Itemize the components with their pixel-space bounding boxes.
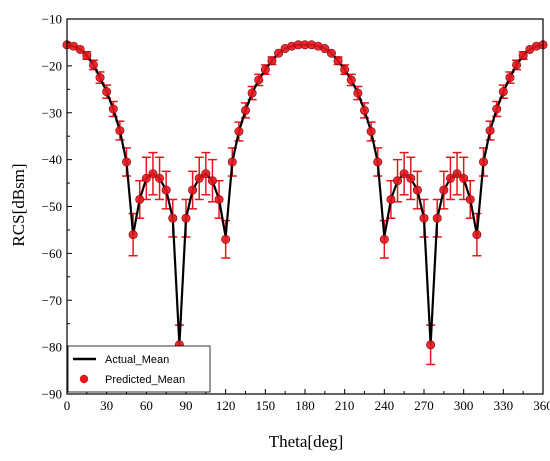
predicted-point xyxy=(366,127,376,137)
predicted-point xyxy=(419,213,429,223)
predicted-point xyxy=(260,65,270,75)
predicted-point xyxy=(472,230,482,240)
x-tick-label: 150 xyxy=(256,398,276,413)
predicted-point xyxy=(267,56,277,66)
y-tick-label: −40 xyxy=(42,152,62,167)
predicted-point xyxy=(399,169,409,179)
predicted-point xyxy=(221,234,231,244)
predicted-point xyxy=(102,87,112,97)
predicted-point xyxy=(379,234,389,244)
legend-box xyxy=(67,345,211,393)
actual-mean-path xyxy=(66,43,544,346)
x-tick-label: 240 xyxy=(375,398,395,413)
predicted-point xyxy=(241,105,251,115)
predicted-point xyxy=(201,169,211,179)
predicted-point xyxy=(346,75,356,85)
predicted-point xyxy=(512,60,522,70)
x-tick-label: 210 xyxy=(335,398,355,413)
predicted-mean-points xyxy=(62,40,548,350)
predicted-point xyxy=(412,185,422,195)
legend: Actual_Mean Predicted_Mean xyxy=(67,345,211,393)
predicted-point xyxy=(518,51,528,61)
predicted-point xyxy=(161,185,171,195)
x-tick-label: 0 xyxy=(64,398,71,413)
predicted-point xyxy=(234,127,244,137)
axes: 0 30 60 90 120 150 180 210 240 270 300 330 360 −10 −20… xyxy=(42,12,550,414)
predicted-point xyxy=(95,73,105,83)
predicted-point xyxy=(373,157,383,167)
predicted-point xyxy=(492,104,502,114)
predicted-point xyxy=(168,213,178,223)
predicted-point xyxy=(333,56,343,66)
predicted-point xyxy=(353,88,363,98)
predicted-point xyxy=(359,105,369,115)
x-tick-label: 300 xyxy=(454,398,474,413)
predicted-point xyxy=(465,194,475,204)
y-tick-label: −50 xyxy=(42,199,62,214)
predicted-point xyxy=(432,213,442,223)
legend-predicted-label: Predicted_Mean xyxy=(105,374,185,386)
y-tick-label: −60 xyxy=(42,246,62,261)
predicted-point xyxy=(141,173,151,183)
predicted-point xyxy=(340,65,350,75)
error-bars xyxy=(82,51,528,366)
predicted-point xyxy=(320,44,330,54)
predicted-point xyxy=(439,185,449,195)
predicted-point xyxy=(181,213,191,223)
y-tick-label: −80 xyxy=(42,340,62,355)
y-tick-label: −90 xyxy=(42,387,62,402)
predicted-point xyxy=(108,104,118,114)
predicted-point xyxy=(75,44,85,54)
legend-actual-label: Actual_Mean xyxy=(105,354,169,366)
x-tick-label: 180 xyxy=(295,398,315,413)
predicted-point xyxy=(207,176,217,186)
y-tick-label: −20 xyxy=(42,58,62,73)
predicted-point xyxy=(426,340,436,350)
predicted-point xyxy=(88,60,98,70)
predicted-point xyxy=(82,51,92,61)
predicted-point xyxy=(214,194,224,204)
y-tick-label: −30 xyxy=(42,105,62,120)
y-axis-title: RCS[dBsm] xyxy=(9,163,28,246)
predicted-point xyxy=(194,173,204,183)
actual-mean-line xyxy=(66,43,544,346)
predicted-point xyxy=(459,173,469,183)
x-axis-title: Theta[deg] xyxy=(269,432,344,451)
predicted-point xyxy=(128,230,138,240)
x-tick-label: 90 xyxy=(180,398,193,413)
predicted-point xyxy=(445,173,455,183)
predicted-point xyxy=(386,194,396,204)
x-tick-label: 30 xyxy=(100,398,113,413)
predicted-point xyxy=(406,173,416,183)
predicted-point xyxy=(393,176,403,186)
predicted-point xyxy=(122,157,132,167)
x-tick-label: 270 xyxy=(414,398,434,413)
y-tick-label: −10 xyxy=(42,12,62,27)
predicted-point xyxy=(452,169,462,179)
x-tick-label: 120 xyxy=(216,398,236,413)
predicted-point xyxy=(188,185,198,195)
predicted-point xyxy=(254,75,264,85)
y-tick-label: −70 xyxy=(42,293,62,308)
predicted-point xyxy=(478,157,488,167)
predicted-point xyxy=(247,88,257,98)
predicted-point xyxy=(115,126,125,136)
predicted-point xyxy=(485,126,495,136)
x-tick-label: 360 xyxy=(533,398,550,413)
predicted-point xyxy=(498,87,508,97)
predicted-point xyxy=(274,48,284,58)
predicted-point xyxy=(505,73,515,83)
x-tick-label: 330 xyxy=(494,398,514,413)
predicted-point xyxy=(135,194,145,204)
predicted-point xyxy=(155,173,165,183)
x-tick-label: 60 xyxy=(140,398,153,413)
predicted-point xyxy=(326,48,336,58)
legend-predicted-swatch xyxy=(79,374,89,384)
predicted-point xyxy=(227,157,237,167)
predicted-point xyxy=(148,169,158,179)
